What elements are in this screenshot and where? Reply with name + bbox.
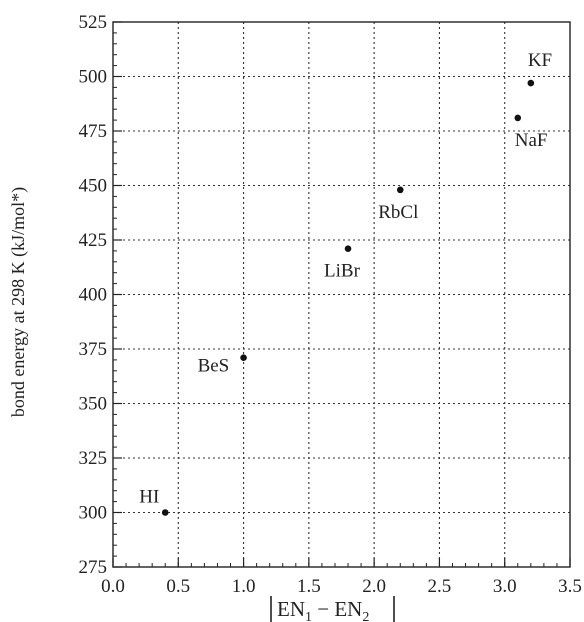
y-tick-label: 400: [79, 285, 108, 306]
data-point: [161, 509, 169, 516]
plot-frame: [112, 21, 571, 568]
plot-border: [112, 21, 571, 568]
x-tick-label: 1.0: [232, 576, 256, 597]
point-label: RbCl: [378, 202, 418, 223]
point-label: NaF: [515, 130, 548, 151]
data-point: [514, 114, 522, 122]
y-tick-label: 475: [79, 121, 108, 142]
x-axis-label: EN1 − EN2: [270, 596, 395, 622]
point-label: HI: [139, 487, 159, 508]
y-tick-label: 375: [79, 339, 108, 360]
y-tick-label: 325: [79, 448, 108, 469]
data-point: [527, 79, 535, 87]
point-label: KF: [528, 50, 552, 71]
y-tick-label: 275: [79, 557, 108, 578]
xlabel-en2: − EN: [312, 597, 362, 621]
y-tick-label: 450: [79, 176, 108, 197]
y-tick-label: 300: [79, 503, 108, 524]
x-tick-label: 0.0: [101, 576, 125, 597]
x-tick-label: 0.5: [166, 576, 190, 597]
point-label: BeS: [198, 356, 230, 377]
xlabel-sub2: 2: [362, 610, 369, 622]
xlabel-en1: EN: [277, 597, 305, 621]
y-tick-label: 500: [79, 67, 108, 88]
svg-text:EN1 − EN2: EN1 − EN2: [277, 597, 369, 622]
y-tick-label: 525: [79, 12, 108, 33]
y-axis: 275 300 325 350 375 400 425 450 475 500 525: [79, 12, 122, 578]
data-point: [344, 245, 352, 253]
y-tick-label: 350: [79, 394, 108, 415]
xlabel-sub1: 1: [305, 610, 312, 622]
x-tick-label: 2.5: [428, 576, 452, 597]
point-label: LiBr: [324, 261, 361, 282]
grid: [113, 22, 570, 567]
data-point: [396, 186, 404, 194]
data-point: [240, 354, 247, 362]
y-axis-label: bond energy at 298 K (kJ/mol*): [8, 187, 29, 417]
x-axis: 0.0 0.5 1.0 1.5 2.0 2.5 3.0 3.5: [101, 558, 582, 597]
x-tick-label: 2.0: [362, 576, 386, 597]
x-tick-label: 3.5: [558, 576, 582, 597]
data-points: HI BeS LiBr RbCl NaF KF: [139, 50, 552, 516]
y-tick-label: 425: [79, 230, 108, 251]
x-tick-label: 1.5: [297, 576, 321, 597]
x-tick-label: 3.0: [493, 576, 517, 597]
